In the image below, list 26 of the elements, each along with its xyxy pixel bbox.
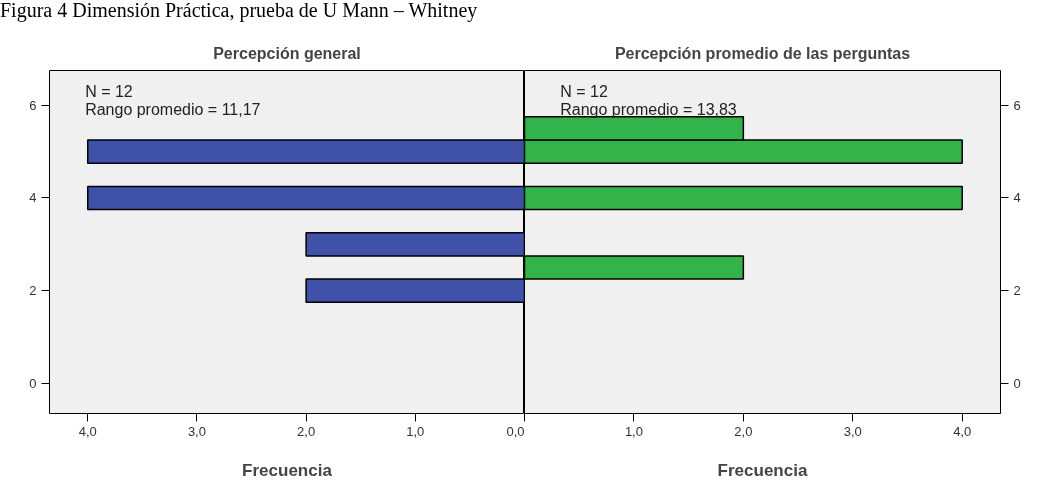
y-tick-label: 0	[1013, 375, 1021, 391]
y-tick-label: 0	[29, 375, 37, 391]
y-tick-label: 2	[29, 283, 37, 299]
x-tick-label: 0,0	[506, 423, 525, 439]
x-tick-label: 2,0	[734, 423, 753, 439]
chart-title: Percepción promedio de las perguntas	[614, 44, 911, 62]
x-tick-label: 3,0	[187, 423, 206, 439]
annotation: Rango promedio = 11,17	[85, 101, 261, 119]
x-tick-label: 2,0	[297, 423, 316, 439]
text: Figura 4 Dimensión Práctica, prueba de U Mann – Whitney	[0, 0, 478, 21]
x-axis-title: Frecuencia	[717, 460, 808, 480]
x-tick-label: 4,0	[953, 423, 972, 439]
x-tick-label: 4,0	[78, 423, 97, 439]
y-tick-label: 6	[29, 97, 37, 113]
chart-title: Percepción general	[213, 44, 361, 62]
x-tick-label: 1,0	[406, 423, 425, 439]
y-tick-label: 4	[29, 190, 37, 206]
annotation: Rango promedio = 13,83	[560, 101, 737, 119]
annotation: N = 12	[85, 82, 133, 100]
y-tick-label: 4	[1013, 190, 1021, 206]
y-tick-label: 2	[1013, 283, 1021, 299]
y-tick-label: 6	[1013, 97, 1021, 113]
x-tick-label: 1,0	[624, 423, 643, 439]
x-axis-title: Frecuencia	[242, 460, 333, 480]
annotation: N = 12	[560, 82, 608, 100]
x-tick-label: 3,0	[843, 423, 862, 439]
